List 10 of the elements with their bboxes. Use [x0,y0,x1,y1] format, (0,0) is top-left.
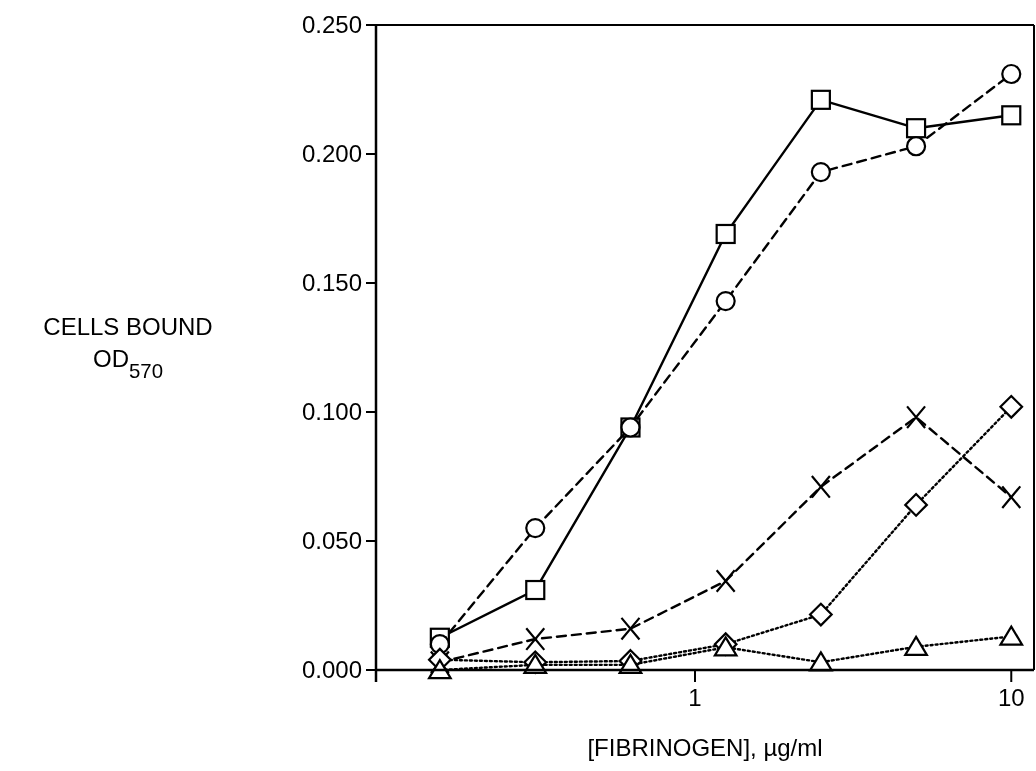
y-tick-label: 0.050 [301,527,362,555]
x-tick-label: 1 [688,684,702,711]
y-tick-label: 0.150 [301,269,362,297]
x-axis-title: [FIBRINOGEN], µg/ml [587,734,823,761]
y-tick-label: 0.200 [301,140,362,168]
x-tick-label: 10 [997,684,1025,711]
y-tick-label: 0.250 [301,11,362,39]
y-axis-title: CELLS BOUND OD$_{570}$ [43,313,213,382]
y-tick-label: 0.100 [301,398,362,426]
y-tick-label: 0.000 [301,656,362,684]
